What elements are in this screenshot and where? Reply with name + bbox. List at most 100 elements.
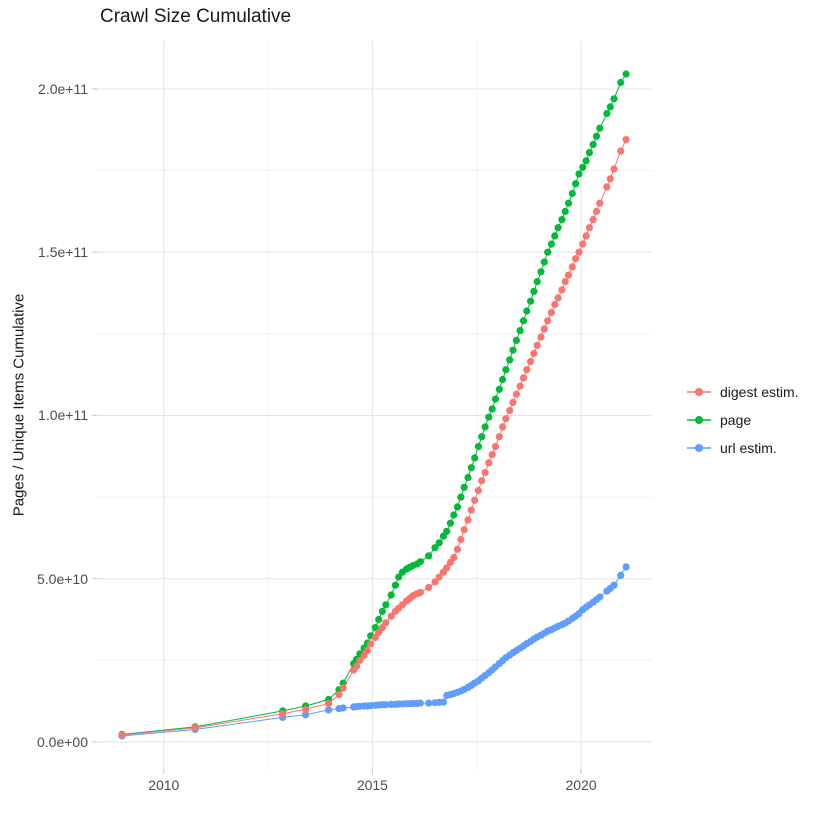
data-point	[495, 433, 503, 441]
data-point	[516, 327, 524, 335]
data-point	[302, 711, 310, 719]
data-point	[375, 615, 383, 624]
data-point	[589, 216, 597, 224]
data-point	[561, 278, 569, 286]
data-point	[391, 581, 399, 589]
data-point	[579, 163, 587, 171]
data-point	[325, 699, 333, 708]
data-point	[474, 442, 482, 451]
data-point	[416, 588, 424, 597]
data-point	[485, 413, 493, 421]
data-point	[471, 454, 479, 462]
data-point	[544, 248, 552, 256]
data-point	[530, 287, 538, 295]
data-point	[491, 442, 500, 451]
data-point	[547, 240, 556, 248]
data-point	[460, 483, 468, 491]
data-point	[478, 477, 486, 485]
data-point	[356, 656, 364, 664]
data-point	[506, 406, 514, 415]
data-point	[585, 149, 594, 157]
data-point	[467, 464, 475, 472]
legend-key-point-icon	[686, 411, 712, 429]
x-tick-label: 2010	[148, 777, 180, 793]
data-point	[575, 170, 583, 178]
data-point	[558, 216, 566, 224]
data-point	[519, 374, 528, 382]
data-point	[617, 571, 625, 580]
data-point	[516, 382, 524, 390]
data-point	[596, 593, 604, 601]
legend-key-point-icon	[686, 383, 712, 401]
data-point	[325, 706, 333, 714]
data-point	[425, 583, 433, 592]
data-point	[499, 423, 507, 431]
data-point	[561, 207, 569, 215]
data-point	[416, 699, 424, 707]
y-tick-label: 0.0e+00	[37, 733, 88, 750]
data-point	[485, 459, 493, 467]
data-point	[537, 333, 545, 341]
data-point	[622, 563, 630, 571]
data-point	[502, 415, 510, 423]
data-point	[551, 232, 559, 240]
data-point	[610, 95, 618, 103]
legend-label: page	[720, 412, 752, 428]
data-point	[622, 136, 630, 144]
data-point	[603, 183, 611, 191]
chart-title: Crawl Size Cumulative	[100, 6, 292, 27]
data-point	[523, 366, 531, 374]
data-point	[191, 724, 199, 732]
series-line-digest-estim-	[121, 139, 627, 736]
data-point	[502, 366, 510, 374]
data-point	[453, 545, 462, 553]
data-point	[582, 232, 590, 240]
data-point	[523, 307, 531, 315]
data-point	[592, 207, 601, 215]
data-point	[467, 506, 475, 514]
data-point	[478, 433, 486, 441]
data-point	[547, 309, 556, 317]
data-point	[603, 109, 611, 118]
data-point	[481, 423, 489, 431]
data-point	[491, 395, 500, 403]
data-point	[589, 140, 597, 149]
data-point	[464, 516, 472, 524]
data-point	[509, 346, 517, 354]
data-point	[339, 704, 347, 712]
x-tick-label: 2015	[356, 777, 388, 793]
data-point	[568, 189, 576, 198]
data-point	[533, 278, 541, 286]
data-point	[439, 698, 447, 706]
data-point	[279, 710, 287, 718]
data-point	[464, 473, 472, 482]
data-point	[554, 224, 562, 232]
data-point	[443, 564, 451, 572]
legend: digest estim. page url estim.	[686, 378, 799, 462]
data-point	[481, 469, 489, 477]
data-point	[572, 255, 580, 263]
data-point	[450, 511, 458, 519]
data-point	[585, 224, 594, 232]
data-point	[453, 503, 462, 511]
data-point	[551, 300, 559, 309]
data-point	[353, 662, 361, 670]
data-point	[606, 103, 614, 111]
data-point	[606, 175, 614, 183]
legend-key-point-icon	[686, 439, 712, 457]
y-tick-label: 1.0e+11	[38, 407, 88, 424]
data-point	[610, 581, 618, 589]
data-point	[387, 591, 395, 599]
data-point	[564, 271, 573, 279]
data-point	[533, 341, 541, 349]
data-point	[378, 607, 386, 615]
data-point	[457, 493, 465, 501]
data-point	[488, 405, 496, 413]
data-point	[488, 451, 496, 459]
y-tick-label: 1.5e+11	[38, 244, 88, 261]
y-tick-label: 2.0e+11	[38, 80, 88, 97]
data-point	[431, 544, 439, 552]
data-point	[572, 180, 580, 188]
data-point	[506, 356, 514, 364]
